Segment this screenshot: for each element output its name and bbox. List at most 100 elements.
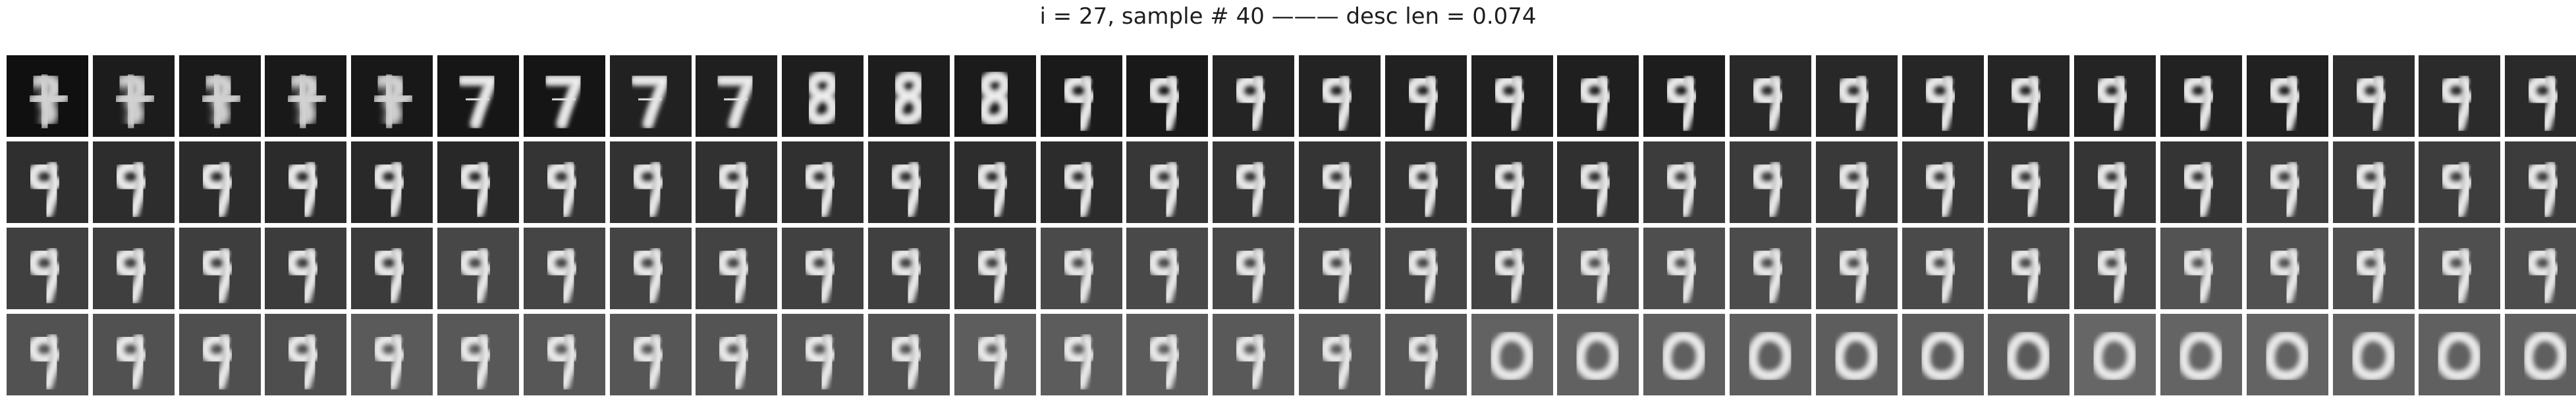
sample-image-tile (2332, 141, 2415, 223)
sample-image-tile (2419, 55, 2501, 137)
sample-image-tile (178, 314, 261, 395)
sample-image-tile (696, 314, 778, 395)
sample-image-tile (1557, 141, 1639, 223)
sample-image-tile (696, 141, 778, 223)
sample-image-tile (1730, 141, 1811, 223)
sample-image-tile (178, 228, 261, 309)
sample-image-tile (2246, 55, 2328, 137)
sample-image-tile (868, 55, 950, 137)
sample-image-tile (2246, 141, 2328, 223)
sample-image-tile (2505, 314, 2576, 395)
sample-image-tile (954, 141, 1036, 223)
sample-image-tile (1299, 314, 1381, 395)
sample-image-tile (351, 314, 433, 395)
sample-image-tile (92, 314, 175, 395)
sample-image-tile (1815, 314, 1898, 395)
sample-image-tile (523, 314, 605, 395)
sample-image-tile (782, 228, 864, 309)
sample-image-tile (1299, 141, 1381, 223)
sample-image-tile (178, 141, 261, 223)
sample-image-tile (265, 228, 347, 309)
sample-image-tile (868, 314, 950, 395)
sample-image-tile (2419, 141, 2501, 223)
sample-image-tile (2074, 55, 2156, 137)
sample-image-tile (7, 141, 88, 223)
sample-image-tile (351, 55, 433, 137)
sample-image-tile (437, 141, 519, 223)
sample-image-tile (351, 141, 433, 223)
sample-image-tile (954, 228, 1036, 309)
sample-image-tile (1299, 228, 1381, 309)
sample-image-tile (1213, 314, 1295, 395)
sample-image-tile (178, 55, 261, 137)
sample-image-tile (7, 228, 88, 309)
figure-title: i = 27, sample # 40 ——— desc len = 0.074 (1039, 3, 1537, 30)
sample-image-tile (92, 228, 175, 309)
sample-image-tile (2332, 314, 2415, 395)
sample-image-tile (1988, 141, 2070, 223)
sample-image-tile (782, 314, 864, 395)
sample-image-tile (1126, 55, 1209, 137)
sample-image-tile (1471, 55, 1553, 137)
sample-image-tile (1384, 228, 1467, 309)
sample-image-tile (2419, 228, 2501, 309)
sample-image-tile (954, 55, 1036, 137)
sample-image-tile (1643, 314, 1726, 395)
sample-image-tile (1213, 141, 1295, 223)
sample-image-tile (265, 314, 347, 395)
sample-image-tile (2160, 55, 2242, 137)
sample-image-tile (1815, 55, 1898, 137)
sample-image-tile (7, 314, 88, 395)
sample-image-tile (1815, 228, 1898, 309)
sample-image-tile (7, 55, 88, 137)
sample-image-tile (1213, 55, 1295, 137)
sample-image-tile (1040, 141, 1122, 223)
sample-image-tile (1471, 228, 1553, 309)
sample-image-tile (1988, 228, 2070, 309)
sample-image-tile (782, 55, 864, 137)
sample-image-tile (1902, 55, 1984, 137)
sample-image-tile (2074, 314, 2156, 395)
sample-image-tile (523, 55, 605, 137)
sample-image-tile (1384, 314, 1467, 395)
sample-image-tile (2074, 228, 2156, 309)
sample-image-tile (1471, 314, 1553, 395)
sample-image-tile (1126, 314, 1209, 395)
sample-image-tile (609, 314, 692, 395)
sample-image-tile (1643, 228, 1726, 309)
sample-image-tile (609, 141, 692, 223)
sample-image-tile (437, 228, 519, 309)
sample-image-tile (1730, 55, 1811, 137)
sample-image-tile (2332, 228, 2415, 309)
sample-image-tile (1988, 314, 2070, 395)
sample-image-tile (1040, 314, 1122, 395)
sample-image-tile (609, 55, 692, 137)
sample-image-tile (92, 141, 175, 223)
sample-image-tile (1384, 55, 1467, 137)
sample-image-tile (1126, 228, 1209, 309)
sample-image-tile (609, 228, 692, 309)
sample-image-tile (1471, 141, 1553, 223)
sample-image-tile (2160, 141, 2242, 223)
sample-image-tile (1126, 141, 1209, 223)
sample-image-tile (523, 141, 605, 223)
sample-image-tile (1643, 141, 1726, 223)
sample-image-tile (1557, 228, 1639, 309)
sample-image-tile (2505, 228, 2576, 309)
sample-image-tile (1643, 55, 1726, 137)
sample-image-tile (1213, 228, 1295, 309)
sample-image-tile (437, 55, 519, 137)
sample-image-tile (954, 314, 1036, 395)
sample-image-tile (1815, 141, 1898, 223)
sample-image-tile (2505, 55, 2576, 137)
sample-image-tile (868, 228, 950, 309)
sample-image-tile (265, 55, 347, 137)
sample-image-tile (1040, 55, 1122, 137)
sample-image-tile (1557, 314, 1639, 395)
sample-image-tile (2505, 141, 2576, 223)
sample-image-tile (2160, 228, 2242, 309)
sample-image-tile (2246, 314, 2328, 395)
sample-image-tile (265, 141, 347, 223)
sample-image-tile (351, 228, 433, 309)
sample-image-tile (1730, 228, 1811, 309)
